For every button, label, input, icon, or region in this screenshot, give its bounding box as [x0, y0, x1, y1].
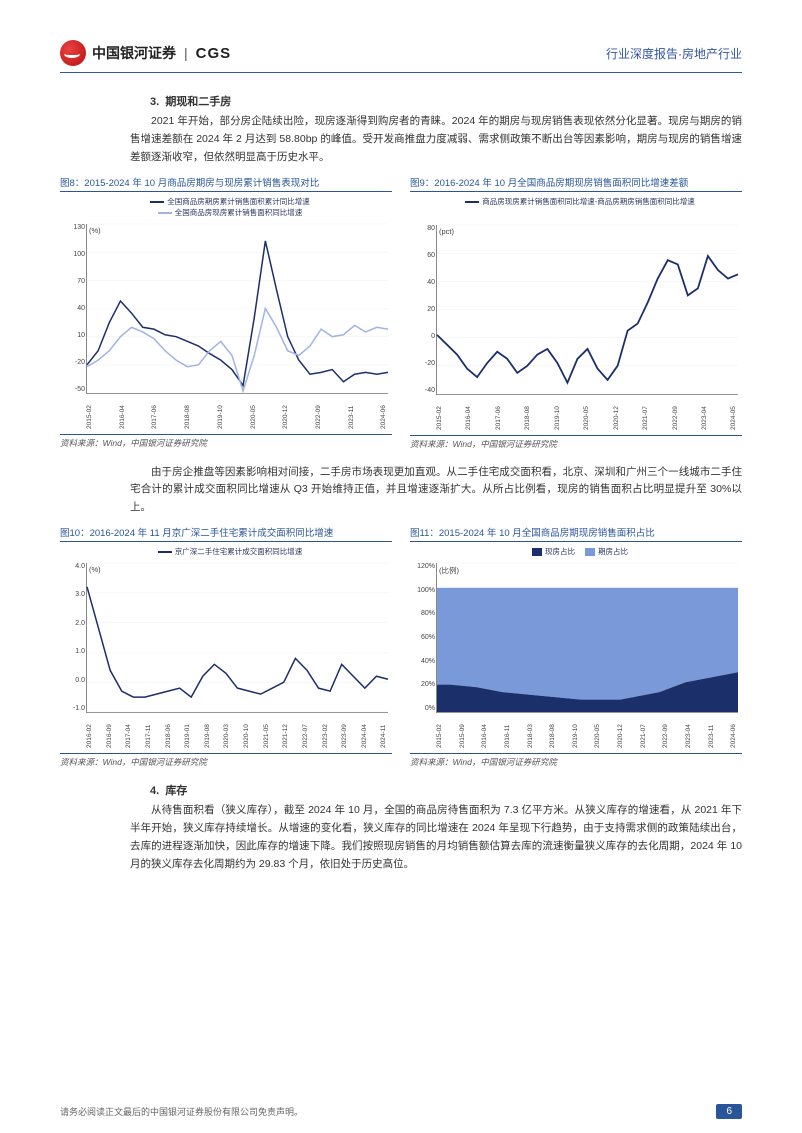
mid-para: 由于房企推盘等因素影响相对间接，二手房市场表现更加直观。从二手住宅成交面积看，北… [130, 464, 742, 518]
fig10-yticks: 4.03.02.01.00.0-1.0 [61, 563, 85, 712]
page-header: 中国银河证券 | CGS 行业深度报告·房地产行业 [60, 40, 742, 73]
sec3-para: 2021 年开始，部分房企陆续出险，现房逐渐得到购房者的青睐。2024 年的期房… [130, 113, 742, 167]
fig9-source: 资料来源：Wind，中国银河证券研究院 [410, 435, 742, 450]
fig10-legend: 京广深二手住宅累计成交面积同比增速 [60, 546, 392, 557]
fig11-source: 资料来源：Wind，中国银河证券研究院 [410, 753, 742, 768]
figure-8: 图8：2015-2024 年 10 月商品房期房与现房累计销售表现对比 全国商品… [60, 175, 392, 450]
sec4-title: 库存 [165, 785, 187, 797]
fig11-legend1: 现房占比 [545, 547, 575, 556]
fig11-legend2: 期房占比 [598, 547, 628, 556]
page-footer: 请务必阅读正文最后的中国银河证券股份有限公司免责声明。 6 [0, 1104, 802, 1119]
fig9-legend: 商品房现房累计销售面积同比增速-商品房期房销售面积同比增速 [410, 196, 742, 207]
page-number: 6 [716, 1104, 742, 1119]
sec4-num: 4. [150, 785, 159, 797]
figure-9: 图9：2016-2024 年 10 月全国商品房期现房销售面积同比增速差额 商品… [410, 175, 742, 450]
header-right: 行业深度报告·房地产行业 [606, 45, 742, 62]
fig11-xticks: 2015-022015-092016-042016-112018-032018-… [437, 714, 738, 748]
fig9-title: 图9：2016-2024 年 10 月全国商品房期现房销售面积同比增速差额 [410, 175, 742, 192]
fig8-legend2: 全国商品房现房累计销售面积同比增速 [175, 208, 303, 217]
fig8-xticks: 2015-022016-042017-062018-082019-102020-… [87, 395, 388, 429]
logo-divider: | [184, 45, 188, 61]
logo-icon [60, 40, 86, 66]
section-4-heading: 4. 库存 [150, 782, 742, 798]
report-type: 行业深度报告 [606, 47, 678, 61]
fig9-xticks: 2015-022016-042017-062018-082019-102020-… [437, 396, 738, 430]
fig8-legend1: 全国商品房期房累计销售面积累计同比增速 [167, 197, 310, 206]
fig9-legend1: 商品房现房累计销售面积同比增速-商品房期房销售面积同比增速 [482, 197, 695, 206]
fig10-chart: (%) 4.03.02.01.00.0-1.0 2016-022016-0920… [86, 563, 388, 713]
fig8-legend: 全国商品房期房累计销售面积累计同比增速 全国商品房现房累计销售面积同比增速 [60, 196, 392, 218]
fig10-source: 资料来源：Wind，中国银河证券研究院 [60, 753, 392, 768]
figure-10: 图10：2016-2024 年 11 月京广深二手住宅累计成交面积同比增速 京广… [60, 525, 392, 768]
figure-11: 图11：2015-2024 年 10 月全国商品房期现房销售面积占比 现房占比 … [410, 525, 742, 768]
fig11-legend: 现房占比 期房占比 [410, 546, 742, 557]
disclaimer: 请务必阅读正文最后的中国银河证券股份有限公司免责声明。 [60, 1105, 303, 1118]
section-3-heading: 3. 期现和二手房 [150, 93, 742, 109]
fig10-title: 图10：2016-2024 年 11 月京广深二手住宅累计成交面积同比增速 [60, 525, 392, 542]
fig8-chart: (%) 130100704010-20-50 2015-022016-04201… [86, 224, 388, 394]
logo-en: CGS [196, 45, 232, 62]
fig9-yticks: 806040200-20-40 [411, 225, 435, 394]
logo-cn: 中国银河证券 [92, 43, 176, 63]
logo-block: 中国银河证券 | CGS [60, 40, 231, 66]
sector: 房地产行业 [682, 47, 742, 61]
sec3-num: 3. [150, 96, 159, 108]
figure-row-2: 图10：2016-2024 年 11 月京广深二手住宅累计成交面积同比增速 京广… [60, 525, 742, 768]
fig8-yticks: 130100704010-20-50 [61, 224, 85, 393]
fig8-source: 资料来源：Wind，中国银河证券研究院 [60, 434, 392, 449]
sec4-para: 从待售面积看（狭义库存），截至 2024 年 10 月，全国的商品房待售面积为 … [130, 802, 742, 873]
fig9-chart: (pct) 806040200-20-40 2015-022016-042017… [436, 225, 738, 395]
fig8-title: 图8：2015-2024 年 10 月商品房期房与现房累计销售表现对比 [60, 175, 392, 192]
fig10-legend1: 京广深二手住宅累计成交面积同比增速 [175, 547, 303, 556]
sec3-title: 期现和二手房 [165, 96, 231, 108]
fig11-chart: (比例) 120%100%80%60%40%20%0% 2015-022015-… [436, 563, 738, 713]
figure-row-1: 图8：2015-2024 年 10 月商品房期房与现房累计销售表现对比 全国商品… [60, 175, 742, 450]
fig11-title: 图11：2015-2024 年 10 月全国商品房期现房销售面积占比 [410, 525, 742, 542]
fig11-yticks: 120%100%80%60%40%20%0% [411, 563, 435, 712]
fig10-xticks: 2016-022016-092017-042017-112018-062019-… [87, 714, 388, 748]
